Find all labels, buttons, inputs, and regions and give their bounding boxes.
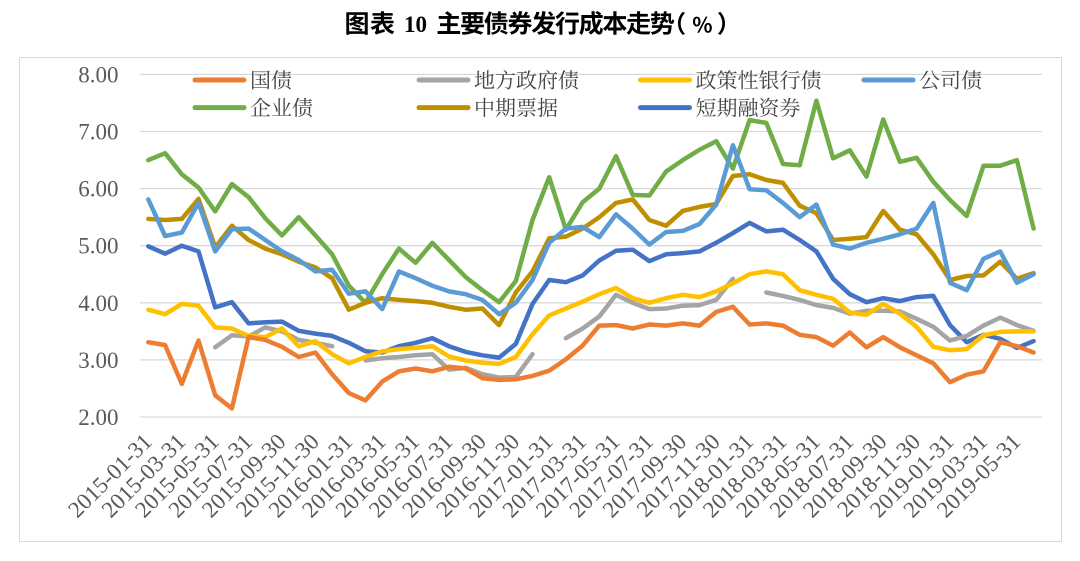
svg-text:3.00: 3.00	[78, 348, 118, 373]
svg-text:8.00: 8.00	[78, 62, 118, 87]
svg-text:5.00: 5.00	[78, 234, 118, 259]
svg-text:6.00: 6.00	[78, 177, 118, 202]
svg-text:7.00: 7.00	[78, 120, 118, 145]
svg-text:4.00: 4.00	[78, 291, 118, 316]
svg-text:2.00: 2.00	[78, 405, 118, 430]
svg-text:10: 10	[404, 12, 427, 37]
